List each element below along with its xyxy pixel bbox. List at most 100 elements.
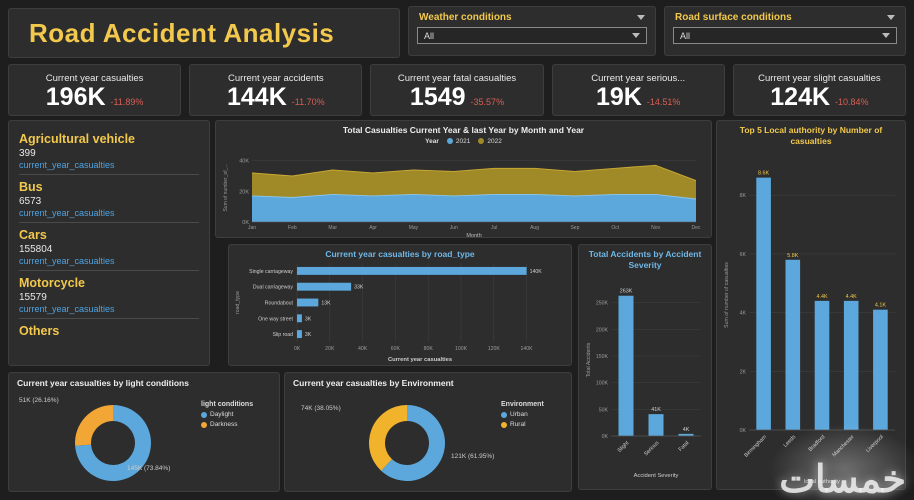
svg-text:Apr: Apr (369, 225, 377, 231)
chevron-down-icon (882, 33, 890, 38)
svg-text:Slight: Slight (617, 440, 631, 454)
area-chart-title: Total Casualties Current Year & last Yea… (342, 125, 585, 135)
svg-text:Aug: Aug (530, 225, 539, 231)
svg-text:Mar: Mar (328, 225, 337, 231)
kpi-delta: -10.84% (835, 96, 869, 107)
vehicle-value: 6573 (19, 196, 42, 207)
vehicle-item-bus: Bus 6573 current_year_casualties (19, 175, 199, 223)
weather-filter-label: Weather conditions (419, 12, 512, 23)
kpi-label: Current year fatal casualties (397, 72, 517, 84)
svg-text:0K: 0K (740, 428, 747, 434)
svg-text:May: May (409, 225, 419, 231)
svg-text:Manchester: Manchester (831, 434, 855, 458)
svg-text:5.8K: 5.8K (787, 253, 798, 259)
svg-text:Jan: Jan (248, 225, 256, 231)
legend-title: light conditions (201, 401, 254, 408)
svg-text:3K: 3K (305, 316, 312, 322)
svg-text:4.1K: 4.1K (875, 303, 886, 309)
vehicle-item-agricultural: Agricultural vehicle 399 current_year_ca… (19, 127, 199, 175)
svg-text:Serious: Serious (643, 440, 660, 457)
kpi-value: 1549 (409, 82, 466, 111)
svg-text:Sum of number of casualties: Sum of number of casualties (724, 262, 730, 328)
svg-text:140K: 140K (521, 346, 534, 352)
svg-text:0K: 0K (294, 346, 301, 352)
road-surface-filter-select[interactable]: All (673, 27, 897, 44)
svg-text:50K: 50K (599, 408, 609, 414)
environment-legend: Environment Urban Rural (501, 401, 544, 428)
legend-item-2021[interactable]: 2021 (446, 138, 470, 145)
svg-text:Leeds: Leeds (783, 434, 798, 449)
vehicle-name: Bus (19, 180, 43, 194)
legend-item-2022[interactable]: 2022 (478, 138, 502, 145)
weather-filter-value: All (424, 30, 435, 41)
svg-text:100K: 100K (455, 346, 468, 352)
svg-text:250K: 250K (596, 301, 609, 307)
kpi-card-accidents: Current year accidents 144K -11.70% (189, 64, 363, 116)
roadtype-chart[interactable]: 0K 20K 40K 60K 80K 100K 120K 140K Single carriag… (233, 260, 569, 364)
svg-text:263K: 263K (620, 289, 633, 295)
svg-text:20K: 20K (325, 346, 335, 352)
weather-filter: Weather conditions All (408, 6, 656, 56)
svg-text:Month: Month (466, 233, 481, 239)
kpi-value: 144K (226, 82, 287, 111)
urban-swatch (501, 411, 507, 418)
svg-text:100K: 100K (596, 381, 609, 387)
vehicle-name: Others (19, 324, 60, 338)
chevron-down-icon[interactable] (887, 15, 895, 20)
svg-text:150K: 150K (596, 354, 609, 360)
svg-text:Fatal: Fatal (678, 440, 691, 453)
svg-text:4.4K: 4.4K (846, 294, 857, 300)
svg-text:60K: 60K (391, 346, 401, 352)
svg-text:8K: 8K (740, 193, 747, 199)
svg-text:4K: 4K (683, 427, 690, 433)
svg-text:Roundabout: Roundabout (265, 300, 294, 306)
kpi-card-slight-casualties: Current year slight casualties 124K -10.8… (732, 64, 907, 116)
weather-filter-select[interactable]: All (417, 27, 647, 44)
svg-text:33K: 33K (354, 284, 364, 290)
rural-slice-label: 74K (38.05%) (301, 405, 341, 412)
kpi-value: 196K (45, 82, 106, 111)
kpi-value: 19K (596, 82, 642, 111)
svg-text:Dual carriageway: Dual carriageway (253, 284, 293, 290)
series-2021-swatch (446, 138, 453, 145)
svg-text:Jun: Jun (450, 225, 458, 231)
severity-chart[interactable]: 0K 50K 100K 150K 200K 250K 263K Slight 41K Seriou… (583, 270, 709, 480)
kpi-card-casualties: Current year casualties 196K -11.89% (8, 64, 182, 116)
svg-text:6K: 6K (740, 252, 747, 258)
svg-text:One way street: One way street (258, 316, 293, 322)
svg-text:Sum of number_of_...: Sum of number_of_... (223, 163, 229, 211)
kpi-label: Current year casualties (45, 72, 144, 84)
vehicle-caption: current_year_casualties (19, 208, 115, 218)
svg-text:3K: 3K (305, 332, 312, 338)
vehicle-name: Agricultural vehicle (19, 132, 136, 146)
svg-text:Slip road: Slip road (273, 332, 294, 338)
svg-text:road_type: road_type (235, 290, 241, 313)
legend-item-daylight[interactable]: Daylight (201, 411, 253, 418)
svg-text:Dec: Dec (692, 225, 701, 231)
svg-text:2K: 2K (740, 370, 747, 376)
page-title: Road Accident Analysis (29, 17, 335, 48)
light-donut-chart[interactable] (71, 401, 155, 485)
svg-text:Oct: Oct (611, 225, 619, 231)
severity-chart-title: Total Accidents by Accident Severity (588, 249, 702, 270)
area-chart[interactable]: 0K 20K 40K Jan Feb Mar Apr May Jun Jul Aug Sep Oct No… (220, 147, 706, 239)
chevron-down-icon (632, 33, 640, 38)
legend-item-rural[interactable]: Rural (501, 421, 544, 428)
svg-text:Nov: Nov (651, 225, 660, 231)
legend-item-urban[interactable]: Urban (501, 411, 544, 418)
kpi-delta: -11.70% (291, 96, 325, 107)
chevron-down-icon[interactable] (637, 15, 645, 20)
environment-donut-chart[interactable] (365, 401, 449, 485)
vehicle-casualties-card: Agricultural vehicle 399 current_year_ca… (8, 120, 210, 366)
top5-chart[interactable]: 0K 2K 4K 6K 8K 8.6K Birmingham 5.8K Leeds 4.4K Bra… (721, 146, 903, 486)
svg-text:0K: 0K (242, 220, 249, 226)
top5-authority-panel: Top 5 Local authority by Number of casua… (716, 120, 906, 490)
legend-item-darkness[interactable]: Darkness (201, 421, 253, 428)
light-legend: light conditions Daylight Darkness (201, 401, 253, 428)
roadtype-chart-title: Current year casualties by road_type (325, 249, 475, 259)
vehicle-item-cars: Cars 155804 current_year_casualties (19, 223, 199, 271)
kpi-delta: -11.89% (110, 96, 144, 107)
svg-text:20K: 20K (239, 189, 249, 195)
legend-title: Year (425, 137, 439, 145)
